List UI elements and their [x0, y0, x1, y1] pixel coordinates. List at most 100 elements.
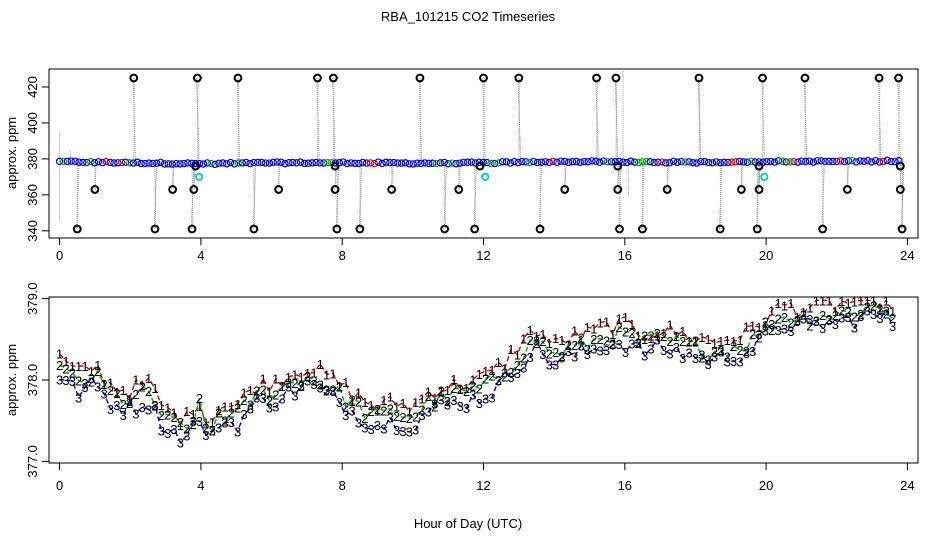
outlier-point	[874, 73, 884, 83]
spike-trace	[517, 77, 522, 163]
series-marker: 2	[107, 383, 114, 398]
series-marker: 2	[870, 298, 877, 313]
spike-trace	[391, 163, 393, 190]
series-marker: 2	[736, 343, 743, 358]
data-point	[732, 158, 740, 166]
series-marker: 3	[870, 307, 877, 322]
data-point	[747, 157, 755, 165]
data-point	[860, 157, 868, 166]
data-point	[669, 157, 678, 166]
series-marker: 3	[666, 346, 673, 361]
outlier-point	[754, 185, 764, 194]
top-data-layer	[55, 70, 907, 234]
data-point	[79, 158, 87, 167]
outlier-point	[249, 224, 259, 234]
spike-trace	[666, 162, 669, 190]
data-point	[518, 157, 526, 166]
series-marker: 2	[374, 402, 381, 417]
series-marker: 1	[596, 315, 603, 330]
series-marker: 2	[527, 333, 534, 348]
series-marker: 1	[399, 396, 406, 411]
series-marker: 2	[590, 332, 597, 347]
data-point	[153, 159, 161, 167]
data-point	[856, 157, 864, 165]
spike-trace	[277, 162, 281, 190]
series-marker: 3	[711, 349, 718, 364]
data-point	[662, 159, 670, 167]
series-marker: 3	[883, 303, 890, 318]
series-marker: 2	[666, 334, 673, 349]
series-marker: 3	[628, 337, 635, 352]
data-point	[355, 159, 363, 168]
series-marker: 3	[279, 391, 286, 406]
data-point	[106, 158, 114, 167]
data-point	[887, 157, 895, 166]
series-marker: 1	[476, 367, 483, 382]
series-marker: 3	[463, 401, 470, 416]
spike-trace	[618, 161, 622, 230]
data-point	[141, 159, 149, 168]
data-point	[386, 158, 394, 167]
series-marker: 1	[641, 332, 648, 347]
series-marker: 2	[857, 307, 864, 322]
data-point	[413, 159, 421, 167]
data-point	[300, 159, 309, 168]
spike-trace	[332, 77, 336, 163]
series-marker: 1	[539, 327, 546, 342]
spike-trace	[336, 162, 339, 230]
data-point	[401, 159, 410, 167]
series-marker: 3	[501, 366, 508, 381]
series-marker: 3	[107, 402, 114, 417]
data-point	[766, 157, 775, 166]
series-marker: 3	[298, 378, 305, 393]
outlier-point	[90, 185, 100, 194]
series-marker: 1	[228, 399, 235, 414]
top-axes: 0 4 8 12 16 20 24 340 360 380 400 420	[25, 76, 915, 263]
series-marker: 3	[641, 348, 648, 363]
data-point	[634, 158, 643, 167]
data-point	[533, 158, 542, 167]
data-point	[708, 159, 717, 167]
series-marker: 1	[202, 415, 209, 430]
data-point	[584, 158, 592, 166]
series-marker: 2	[183, 421, 190, 436]
data-point	[156, 158, 165, 167]
spike-trace	[195, 163, 197, 167]
data-point	[436, 159, 445, 167]
data-point	[467, 158, 476, 166]
series-marker: 1	[247, 383, 254, 398]
series-marker: 1	[196, 399, 203, 414]
series-marker: 3	[132, 406, 139, 421]
series-marker: 1	[285, 370, 292, 385]
outlier-point	[800, 73, 810, 83]
series-marker: 3	[259, 391, 266, 406]
data-point	[59, 157, 68, 166]
outlier-point	[592, 73, 601, 83]
series-marker: 1	[463, 381, 470, 396]
series-marker: 1	[609, 327, 616, 342]
data-point	[615, 157, 623, 166]
series-marker: 2	[838, 303, 845, 318]
series-marker: 2	[781, 310, 788, 325]
series-marker: 1	[158, 398, 165, 413]
data-point	[506, 159, 515, 167]
series-marker: 3	[622, 345, 629, 360]
series-marker: 3	[469, 387, 476, 402]
spike-trace	[334, 162, 337, 190]
series-marker: 3	[75, 391, 82, 406]
data-point	[199, 160, 208, 168]
series-marker: 1	[527, 323, 534, 338]
outlier-point	[470, 224, 480, 234]
series-marker: 2	[692, 333, 699, 348]
data-point	[316, 159, 324, 167]
series-marker: 3	[609, 338, 616, 353]
data-point	[172, 160, 180, 168]
outlier-point	[355, 224, 365, 234]
series-marker: 1	[126, 392, 133, 407]
data-point	[362, 159, 371, 167]
outlier-point	[387, 185, 397, 194]
outlier-point	[440, 224, 450, 234]
series-marker: 1	[495, 355, 502, 370]
series-marker: 1	[844, 296, 851, 311]
